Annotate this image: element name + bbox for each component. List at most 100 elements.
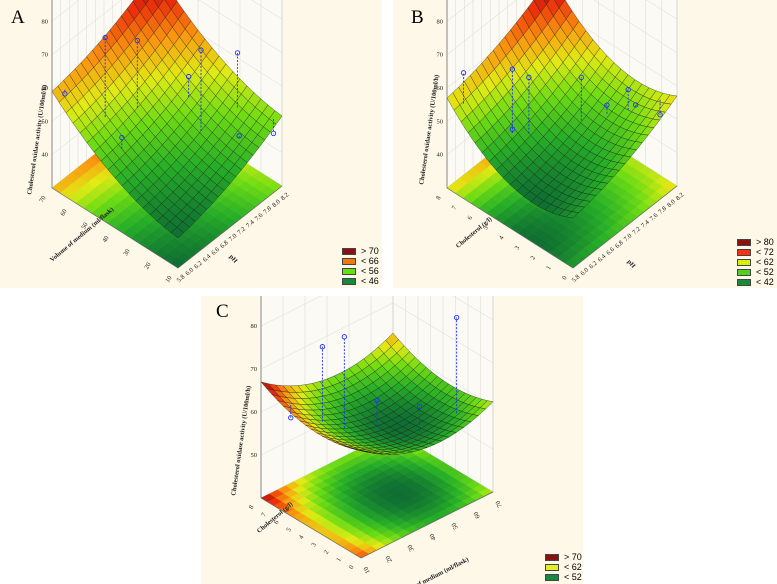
chart-1-z-tick: 50 — [437, 118, 444, 125]
chart-1-y-tick: 7 — [451, 204, 459, 211]
chart-1-surface-cell — [565, 211, 580, 219]
legend-0-label: < 66 — [361, 256, 379, 266]
legend-1-label: < 62 — [756, 257, 774, 267]
chart-0-x-tick: 6.2 — [193, 260, 204, 271]
chart-1-x-tick: 6.0 — [579, 267, 590, 278]
chart-1-y-tick: 5 — [482, 225, 490, 231]
chart-2-y-tick: 1 — [335, 557, 343, 563]
chart-1-x-tick: 6.6 — [605, 246, 616, 257]
chart-0-y-tick: 10 — [164, 275, 173, 284]
chart-2-y-tick: 8 — [248, 504, 256, 510]
chart-1-x-tick: 7.8 — [657, 205, 668, 216]
chart-1-y-tick: 3 — [514, 245, 522, 251]
chart-1-x-axis-title: pH — [626, 258, 637, 269]
chart-0-x-tick: 7.8 — [262, 205, 273, 216]
panel-label-c: C — [216, 301, 229, 322]
chart-2-observation-point — [374, 397, 380, 404]
chart-1-observation-point — [625, 87, 631, 93]
chart-0-y-axis-title: Volume of medium (ml/flask) — [49, 206, 115, 263]
chart-0-y-tick: 40 — [101, 235, 110, 244]
chart-2-surface — [260, 332, 494, 455]
chart-1-observation-point — [632, 102, 639, 108]
chart-1-y-tick: 1 — [545, 265, 553, 271]
legend-1-swatch — [737, 268, 751, 276]
legend-0-swatch — [342, 267, 356, 275]
chart-0-x-tick: 8.2 — [280, 191, 291, 202]
chart-2-surface-cell — [355, 449, 369, 453]
chart-0-x-tick: 5.8 — [176, 273, 187, 284]
legend-1-entry: < 52 — [737, 267, 774, 277]
chart-2-observation-point — [453, 314, 460, 321]
chart-1-y-tick: 2 — [529, 255, 537, 261]
chart-0-x-tick: 7.0 — [228, 232, 239, 243]
chart-2-y-tick: 2 — [323, 549, 331, 555]
surface-chart-a: 5.86.06.26.46.66.87.07.27.47.67.88.08.2 1… — [26, 0, 290, 284]
chart-1-x-tick: 6.8 — [614, 239, 625, 250]
chart-1-z-tick: 80 — [437, 18, 444, 25]
chart-1-observation-point — [460, 70, 467, 76]
legend-a: > 70 < 66 < 56 < 46 — [342, 246, 379, 286]
chart-0-group: 5.86.06.26.46.66.87.07.27.47.67.88.08.2 1… — [26, 0, 290, 284]
chart-2-tick-labels: 102030405060700123456785060708090 — [248, 323, 504, 574]
legend-0-label: < 46 — [361, 276, 379, 286]
chart-1-y-axis-title: Cholesterol (g/l) — [455, 216, 494, 250]
chart-1-x-tick: 8.0 — [666, 198, 677, 209]
legend-1-entry: > 80 — [737, 237, 774, 247]
chart-1-x-tick: 5.8 — [571, 273, 582, 284]
chart-0-observation-point — [119, 135, 125, 141]
legend-0-entry: < 66 — [342, 256, 379, 266]
chart-0-x-axis-title: pH — [228, 253, 239, 264]
legend-1-entry: < 62 — [737, 257, 774, 267]
legend-1-label: < 72 — [756, 247, 774, 257]
legend-0-entry: < 56 — [342, 266, 379, 276]
chart-0-x-axis — [177, 185, 283, 269]
chart-1-observations — [460, 66, 663, 134]
chart-2-y-tick: 7 — [260, 511, 268, 518]
chart-0-x-tick: 6.0 — [184, 267, 195, 278]
chart-1-surface — [446, 0, 678, 219]
chart-1-z-axis-title: Cholesterol oxidase activity (U/100ml/h) — [418, 74, 440, 185]
chart-2-x-axis-title: Volume of medium (ml/flask) — [395, 556, 470, 584]
chart-2-group: 102030405060700123456785060708090Cholest… — [230, 296, 504, 584]
chart-0-x-tick: 7.4 — [245, 218, 256, 229]
legend-0-entry: > 70 — [342, 246, 379, 256]
chart-2-x-axis — [360, 491, 494, 559]
legend-1-swatch — [737, 248, 751, 256]
chart-0-z-tick: 80 — [42, 18, 49, 25]
chart-0-x-tick: 6.8 — [219, 239, 230, 250]
chart-2-z-tick: 60 — [251, 409, 258, 416]
chart-0-z-tick: 60 — [42, 85, 49, 92]
legend-1-entry: < 42 — [737, 277, 774, 287]
legend-1-label: < 52 — [756, 267, 774, 277]
legend-2-entry: < 52 — [545, 572, 582, 582]
legend-b: > 80 < 72 < 62 < 52 < 42 — [737, 237, 774, 287]
chart-1-x-tick: 6.2 — [588, 260, 599, 271]
legend-1-swatch — [737, 278, 751, 286]
legend-2-label: < 62 — [564, 562, 582, 572]
chart-0-x-tick: 7.2 — [236, 226, 247, 237]
chart-1-y-tick: 8 — [435, 195, 443, 201]
chart-1-x-tick: 8.2 — [675, 191, 686, 202]
legend-0-label: > 70 — [361, 246, 379, 256]
chart-0-surface — [51, 0, 283, 239]
chart-0-y-tick: 60 — [59, 208, 68, 217]
chart-2-y-tick: 5 — [285, 527, 293, 533]
chart-2-observation-point — [341, 334, 348, 340]
legend-1-swatch — [737, 258, 751, 266]
chart-0-y-tick: 30 — [122, 248, 131, 257]
chart-0-x-tick: 8.0 — [271, 198, 282, 209]
surface-chart-c: 102030405060700123456785060708090Cholest… — [230, 296, 504, 584]
chart-2-y-tick: 6 — [273, 518, 281, 525]
chart-1-x-tick: 7.0 — [623, 232, 634, 243]
legend-0-label: < 56 — [361, 266, 379, 276]
chart-0-y-tick: 20 — [143, 261, 152, 270]
chart-2-observation-point — [288, 415, 294, 421]
chart-0-observation-point — [102, 34, 108, 41]
chart-2-z-tick: 80 — [251, 323, 258, 330]
chart-1-observation-point — [578, 74, 584, 81]
chart-0-x-tick: 7.6 — [254, 211, 265, 222]
surface-chart-b: 5.86.06.26.46.66.87.07.27.47.67.88.08.2 0… — [418, 0, 686, 284]
chart-1-observation-point — [657, 112, 663, 118]
legend-1-swatch — [737, 238, 751, 246]
legend-2-label: > 70 — [564, 552, 582, 562]
